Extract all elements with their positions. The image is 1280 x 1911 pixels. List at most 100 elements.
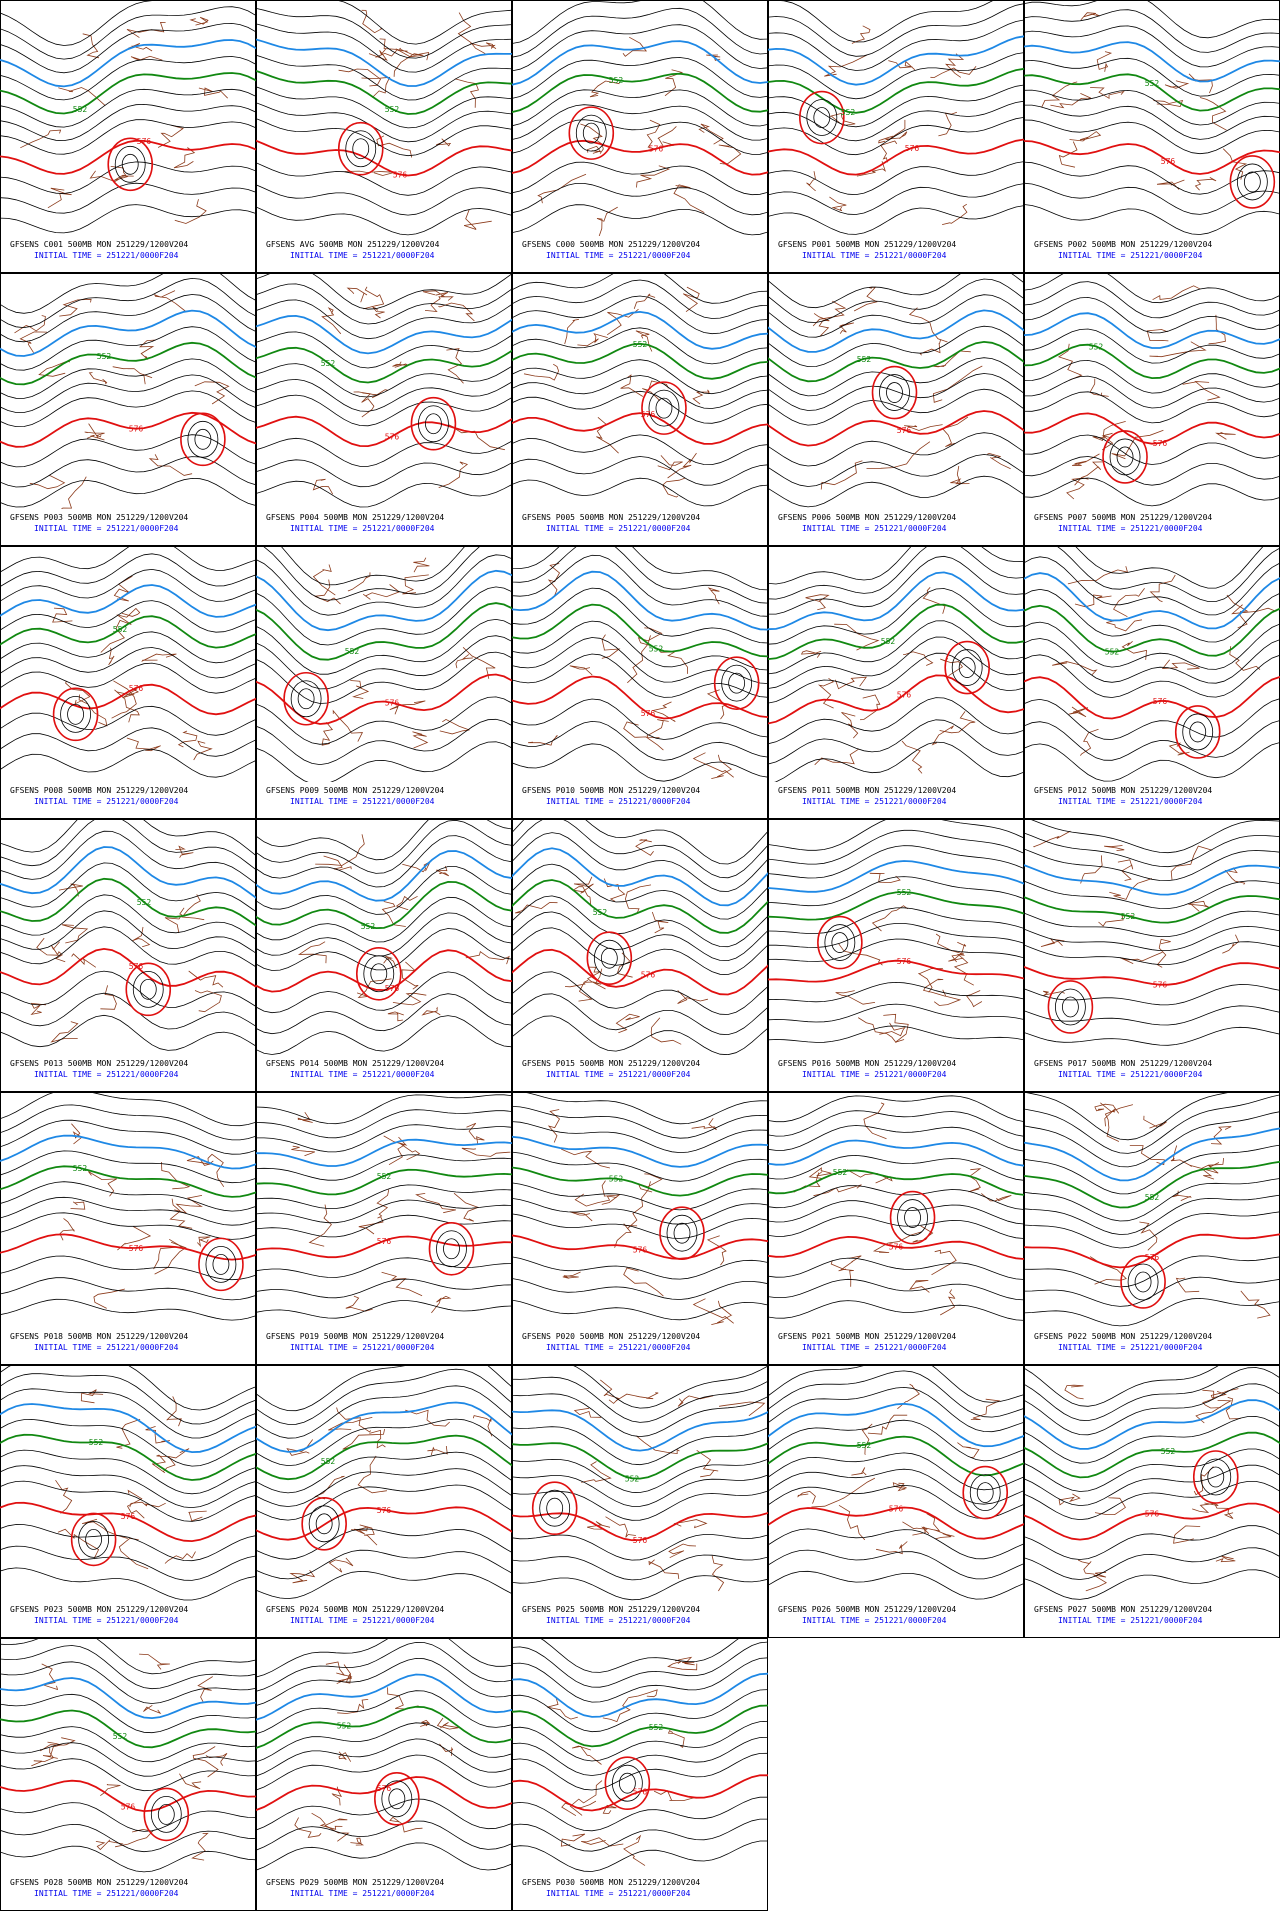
contour-line [768, 0, 995, 43]
geography-line [561, 1148, 610, 1169]
geography-line [564, 982, 593, 1002]
contour-line [1024, 864, 1280, 896]
weather-panel: 552 576 GFSENS P023 500MB MON 251229/1200V… [0, 1365, 256, 1638]
contour-line [256, 1820, 512, 1851]
geography-line [466, 1122, 485, 1146]
contour-line [0, 568, 256, 602]
geography-line [328, 1557, 354, 1573]
contour-line [0, 584, 256, 618]
geography-line [1193, 1466, 1214, 1496]
geography-line [1153, 99, 1184, 107]
geography-line [194, 990, 222, 1013]
contour-line [768, 923, 1024, 948]
contour-low [831, 932, 849, 953]
panel-init-time: INITIAL TIME = 251221/0000F204 [802, 797, 947, 806]
geography-line [872, 1231, 922, 1253]
geography-line [677, 1395, 714, 1407]
geography-line [1192, 1502, 1219, 1513]
contour-low [962, 1465, 1009, 1520]
label-background [513, 509, 767, 545]
geography-line [454, 78, 479, 108]
map [256, 546, 512, 782]
contour-line [0, 1134, 256, 1170]
contour-line [512, 1151, 768, 1182]
geography-line [112, 366, 153, 385]
contour-line [768, 719, 1024, 765]
geography-line [523, 363, 560, 381]
contour-low [1047, 980, 1094, 1034]
weather-panel: 552 576 GFSENS P014 500MB MON 251229/1200V… [256, 819, 512, 1092]
contour-line [512, 359, 768, 395]
geography-line [668, 1543, 697, 1559]
weather-panel: 552 576 GFSENS P022 500MB MON 251229/1200V… [1024, 1092, 1280, 1365]
geography-line [344, 170, 396, 176]
contour-label: 552 [881, 637, 896, 646]
geography-line [412, 731, 429, 749]
contour-line [512, 819, 768, 879]
contour-line [768, 981, 1024, 1003]
geography-line [118, 607, 141, 618]
contour-low [60, 695, 91, 733]
label-background [1, 509, 255, 545]
contour-low [817, 915, 863, 970]
contour-low [315, 1513, 333, 1535]
geography-line [115, 1828, 154, 1848]
contour-line [768, 84, 1024, 128]
geography-line [148, 454, 193, 476]
contour-line [0, 182, 256, 214]
geography-line [177, 730, 198, 748]
geography-line [14, 315, 46, 334]
contour-line [0, 1545, 256, 1581]
contour-line [1024, 104, 1280, 140]
geography-line [338, 1751, 352, 1762]
geography-line [851, 25, 871, 44]
contour-line [0, 1823, 256, 1853]
contour-line [1024, 1178, 1280, 1222]
geography-line [110, 166, 129, 181]
geography-line [311, 1812, 343, 1830]
contour-line [1024, 1111, 1280, 1168]
geography-line [660, 650, 688, 674]
panel-init-time: INITIAL TIME = 251221/0000F204 [546, 1343, 691, 1352]
map [256, 273, 512, 508]
contour-line [768, 620, 1024, 675]
contour-line [256, 1673, 512, 1721]
contour-low [969, 1474, 1001, 1511]
contour-line [1024, 1094, 1280, 1154]
contour-line [768, 907, 1024, 934]
contour-line [0, 434, 256, 468]
map [0, 1092, 256, 1321]
geography-line [100, 985, 117, 1010]
contour-label: 576 [1161, 157, 1176, 166]
contour-line [512, 1720, 768, 1762]
geography-line [711, 1300, 733, 1325]
label-background [769, 1328, 1023, 1364]
contour-label: 552 [897, 888, 912, 897]
label-background [1, 1874, 255, 1910]
contour-low [1236, 163, 1268, 201]
geography-line [653, 1790, 697, 1802]
contour-line [0, 374, 256, 413]
geography-line [52, 607, 73, 623]
geography-line [383, 1135, 405, 1166]
contour-line [256, 1570, 512, 1600]
geography-line [1092, 421, 1126, 442]
geography-line [470, 42, 497, 50]
weather-panel: 552 576 GFSENS P010 500MB MON 251229/1200V… [512, 546, 768, 819]
contour-label: 552 [593, 908, 608, 917]
geography-line [191, 1832, 209, 1861]
contour-line [256, 850, 512, 902]
contour-label: 552 [361, 922, 376, 931]
contour-low [114, 145, 146, 183]
geography-line [70, 1201, 86, 1210]
geography-line [431, 1295, 452, 1314]
contour-low [1174, 705, 1221, 759]
geography-line [47, 187, 72, 209]
contour-line [768, 373, 1024, 411]
panel-init-time: INITIAL TIME = 251221/0000F204 [34, 251, 179, 260]
geography-line [371, 306, 385, 319]
contour-label: 576 [641, 709, 656, 718]
contour-label: 576 [905, 144, 920, 153]
panel-background [512, 819, 768, 1092]
weather-panel: 552 576 GFSENS P016 500MB MON 251229/1200V… [768, 819, 1024, 1092]
